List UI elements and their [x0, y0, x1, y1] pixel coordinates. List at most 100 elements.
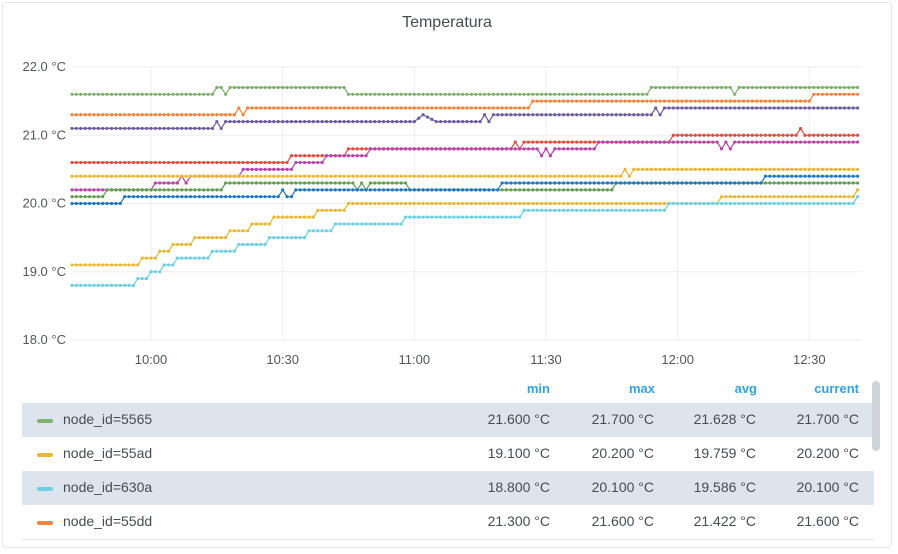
data-point [750, 99, 754, 103]
data-point [579, 174, 583, 178]
data-point [531, 92, 535, 96]
data-point [294, 181, 298, 185]
legend-header-current[interactable]: current [814, 381, 859, 396]
series-name[interactable]: node_id=5565 [63, 411, 153, 427]
data-point [842, 133, 847, 137]
data-point [544, 92, 548, 96]
series-name[interactable]: node_id=630a [63, 479, 153, 495]
data-point [671, 167, 675, 171]
data-point [373, 188, 377, 192]
data-point [676, 133, 680, 137]
data-point [706, 140, 710, 144]
data-point [794, 85, 798, 90]
data-point [338, 208, 342, 212]
data-point [579, 147, 583, 151]
data-point [439, 201, 443, 206]
data-point [399, 106, 403, 110]
data-point [245, 85, 250, 90]
data-point [798, 85, 803, 90]
legend-row[interactable]: node_id=630a 18.800 °C 20.100 °C 19.586 … [22, 471, 874, 505]
legend-header-avg[interactable]: avg [734, 381, 757, 396]
data-point [755, 201, 759, 206]
data-point [355, 147, 359, 151]
data-point [719, 133, 724, 137]
data-point [382, 174, 386, 178]
data-point [333, 154, 337, 158]
series-color-swatch[interactable] [37, 419, 53, 423]
data-point [557, 140, 561, 144]
legend-header-max[interactable]: max [628, 381, 655, 396]
data-point [561, 181, 566, 185]
data-point [504, 174, 509, 178]
data-point [254, 195, 258, 199]
legend-row[interactable]: node_id=55dd 21.300 °C 21.600 °C 21.422 … [22, 505, 874, 539]
data-point [570, 181, 574, 185]
series-color-swatch[interactable] [37, 521, 53, 525]
data-point [250, 120, 254, 124]
data-point [184, 92, 188, 96]
data-point [228, 174, 232, 178]
data-point [320, 160, 324, 165]
legend-row[interactable]: node_id=55ad 19.100 °C 20.200 °C 19.759 … [22, 437, 874, 471]
series-color-swatch[interactable] [37, 453, 53, 457]
data-point [184, 195, 188, 199]
data-point [210, 188, 215, 192]
data-point [689, 99, 693, 103]
data-point [324, 120, 329, 124]
data-point [188, 195, 193, 199]
data-point [461, 106, 465, 110]
data-point [500, 147, 504, 151]
legend-header-min[interactable]: min [526, 381, 550, 396]
data-point [289, 106, 294, 110]
data-point [798, 195, 803, 199]
data-point [193, 236, 197, 240]
data-point [390, 106, 394, 110]
data-point [267, 236, 272, 240]
data-point [408, 106, 412, 110]
data-point [741, 106, 746, 110]
data-point [847, 181, 851, 185]
series-line [72, 106, 858, 130]
data-point [412, 188, 416, 192]
data-point [303, 154, 307, 158]
data-point [162, 126, 166, 131]
data-point [342, 188, 346, 192]
data-point [785, 106, 789, 110]
data-point [658, 99, 662, 103]
data-point [803, 85, 807, 90]
data-point [820, 201, 825, 206]
data-point [825, 133, 829, 137]
data-point [842, 140, 847, 144]
series-color-swatch[interactable] [37, 487, 53, 491]
data-point [403, 147, 408, 151]
legend-row[interactable]: node_id=5565 21.600 °C 21.700 °C 21.628 … [22, 403, 874, 437]
data-point [263, 85, 267, 90]
data-point [746, 99, 750, 103]
data-point [175, 126, 179, 131]
data-point [531, 188, 535, 192]
data-point [632, 92, 636, 96]
data-point [96, 92, 100, 96]
legend-scrollbar[interactable] [872, 381, 880, 451]
data-point [149, 126, 153, 131]
data-point [452, 201, 456, 206]
data-point [540, 174, 544, 178]
data-point [456, 92, 460, 96]
data-point [215, 195, 219, 199]
data-point [175, 181, 179, 185]
data-point [175, 174, 179, 178]
data-point [746, 167, 750, 171]
data-point [373, 222, 377, 226]
data-point [215, 113, 219, 117]
data-point [346, 201, 351, 206]
data-point [619, 201, 623, 206]
data-point [706, 99, 710, 103]
data-point [307, 229, 311, 233]
panel-title[interactable]: Temperatura [402, 14, 492, 31]
series-name[interactable]: node_id=55ad [63, 445, 153, 461]
data-point [561, 99, 566, 103]
data-point [750, 201, 754, 206]
data-point [579, 113, 583, 117]
data-point [140, 195, 144, 199]
series-name[interactable]: node_id=55dd [63, 513, 153, 529]
